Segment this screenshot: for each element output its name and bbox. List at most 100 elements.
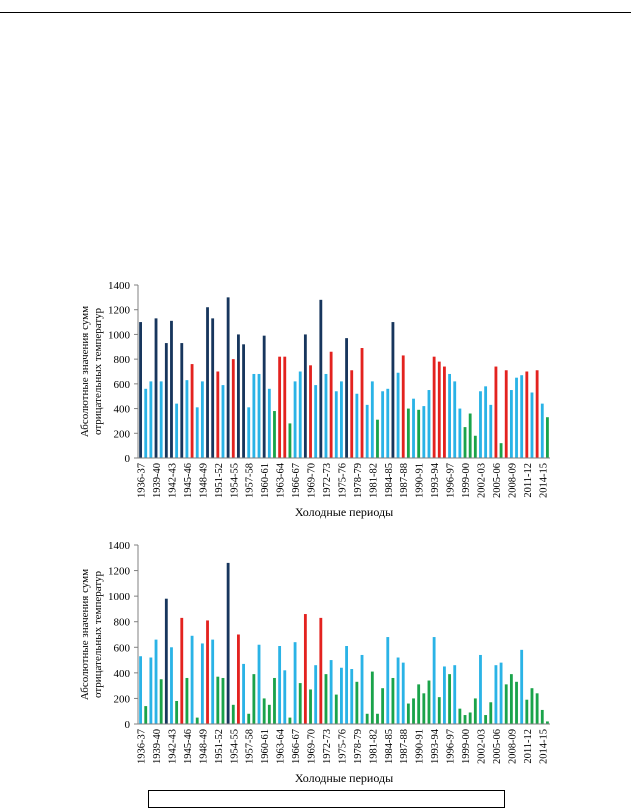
- bar: [154, 639, 158, 724]
- bar: [139, 322, 142, 458]
- bar: [417, 409, 421, 458]
- bar: [309, 365, 312, 458]
- bar: [494, 665, 498, 724]
- bar: [303, 614, 307, 724]
- x-tick-label: 1993-94: [430, 728, 441, 764]
- bar: [273, 677, 276, 724]
- x-tick-label: 2011-12: [523, 729, 534, 764]
- bar: [175, 403, 179, 458]
- y-axis-title-line1: Абсолютные значения сумм: [79, 306, 91, 437]
- x-tick-label: 1942-43: [167, 729, 178, 764]
- x-tick-label: 2014-15: [538, 463, 549, 498]
- x-tick-label: 1990-91: [415, 729, 426, 764]
- y-axis-title-line1: Абсолютные значения сумм: [79, 569, 91, 700]
- bar: [484, 715, 488, 724]
- bar: [520, 649, 524, 724]
- y-tick-label: 0: [125, 719, 131, 731]
- bar: [499, 443, 503, 458]
- bar: [164, 598, 168, 724]
- x-tick-label: 1987-88: [399, 729, 410, 764]
- bar: [329, 351, 333, 458]
- bar: [504, 684, 508, 724]
- bar: [309, 689, 312, 724]
- bar: [540, 709, 544, 724]
- bar: [278, 356, 282, 458]
- bar: [237, 334, 240, 458]
- y-tick-label: 1400: [108, 280, 131, 292]
- x-tick-label: 1948-49: [198, 729, 209, 764]
- y-tick-label: 200: [114, 693, 131, 705]
- chart-bottom: 0 200 400 600 800 1000 1200 1400 1936-37 1939-40 1…: [0, 535, 631, 785]
- bar: [355, 681, 359, 724]
- bar: [221, 385, 225, 458]
- bar: [515, 681, 518, 724]
- x-tick-label: 2011-12: [523, 463, 534, 498]
- x-tick-label: 1990-91: [415, 463, 426, 498]
- bar: [499, 662, 503, 724]
- x-tick-label: 1951-52: [214, 729, 225, 764]
- bar: [257, 373, 261, 458]
- bar: [283, 356, 287, 458]
- bar: [216, 371, 220, 458]
- x-tick-label: 1966-67: [291, 463, 302, 498]
- bar: [468, 712, 472, 724]
- bar: [345, 646, 348, 724]
- bar: [237, 634, 240, 724]
- x-tick-label: 1939-40: [152, 729, 163, 764]
- bar: [175, 700, 179, 724]
- bar: [484, 386, 488, 458]
- y-tick-label: 800: [114, 617, 131, 629]
- bar: [360, 348, 364, 458]
- bar: [247, 407, 251, 458]
- bar: [267, 704, 271, 724]
- y-tick-label: 200: [114, 428, 131, 440]
- bar: [324, 373, 328, 458]
- bar: [473, 698, 477, 724]
- bar: [370, 381, 374, 458]
- bar: [334, 391, 338, 458]
- x-tick-label: 1987-88: [399, 463, 410, 498]
- bar: [401, 355, 405, 458]
- bar: [520, 375, 524, 458]
- bar: [262, 698, 266, 724]
- bar: [489, 404, 493, 458]
- x-tick-label: 1954-55: [229, 729, 240, 764]
- bar: [195, 717, 199, 724]
- bar: [504, 370, 508, 458]
- bar: [448, 373, 451, 458]
- x-tick-label: 1960-61: [260, 463, 271, 498]
- chart-top: 0 200 400 600 800 1000 1200 1400 1936-37 1939-40 1…: [0, 275, 631, 525]
- bar: [422, 693, 426, 724]
- bar: [437, 361, 441, 458]
- x-tick-label: 2002-03: [476, 729, 487, 764]
- bar: [355, 393, 359, 458]
- bar: [267, 388, 271, 458]
- bar: [381, 688, 385, 724]
- x-tick-label: 1936-37: [137, 729, 148, 764]
- bar: [530, 392, 534, 458]
- bar: [535, 370, 539, 458]
- y-tick-label: 1200: [108, 305, 131, 317]
- bar: [427, 680, 431, 724]
- x-axis-title: Холодные периоды: [295, 771, 393, 785]
- y-tick-label: 0: [125, 453, 131, 465]
- y-axis-title-line2: отрицательных температур: [92, 570, 104, 698]
- bar: [180, 343, 184, 458]
- bar: [319, 299, 323, 458]
- bar: [149, 657, 153, 724]
- bar: [154, 318, 158, 458]
- bar: [412, 698, 415, 724]
- bar: [365, 404, 369, 458]
- bar: [195, 407, 199, 458]
- y-tick-label: 1400: [108, 540, 131, 552]
- x-tick-label: 1996-97: [446, 729, 457, 764]
- x-tick-label: 1951-52: [214, 463, 225, 498]
- x-tick-label: 1981-82: [368, 729, 379, 764]
- bar: [206, 620, 209, 724]
- y-tick-label: 400: [114, 404, 131, 416]
- x-tick-label: 1945-46: [183, 463, 194, 498]
- x-tick-label: 1966-67: [291, 729, 302, 764]
- x-tick-label: 1999-00: [461, 463, 472, 498]
- bar: [334, 694, 338, 724]
- bar: [386, 388, 390, 458]
